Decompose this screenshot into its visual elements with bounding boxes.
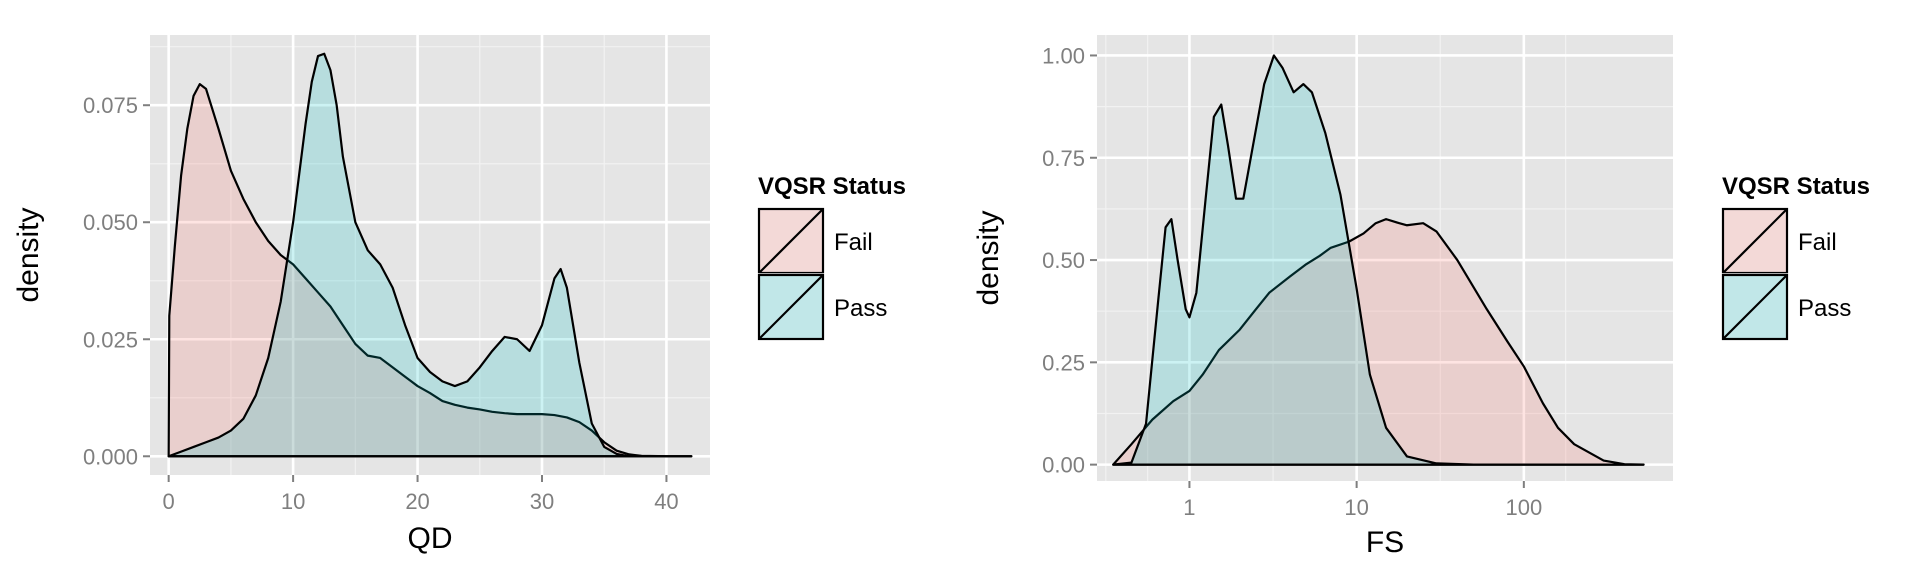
legend-label-fail: Fail	[1798, 229, 1837, 256]
legend-label-fail: Fail	[834, 229, 873, 256]
x-tick-label: 30	[530, 489, 554, 514]
legend: VQSR Status Fail Pass	[1721, 173, 1870, 341]
x-axis-title: FS	[1366, 526, 1404, 559]
density-area-pass	[1112, 54, 1645, 466]
y-tick-label: 1.00	[1042, 43, 1085, 68]
y-tick-label: 0.000	[83, 444, 138, 469]
density-areas	[167, 52, 693, 458]
y-tick-label: 0.00	[1042, 453, 1085, 478]
qd-density-chart: 0 10 20 30 40 0.000 0.025 0.050 0.075 QD density VQ…	[12, 35, 906, 555]
legend-key-pass	[1721, 273, 1789, 341]
legend-key-fail	[1721, 207, 1789, 275]
density-area-fail	[1112, 218, 1645, 466]
density-areas	[1112, 54, 1645, 466]
legend: VQSR Status Fail Pass	[757, 173, 906, 341]
legend-title: VQSR Status	[1722, 173, 1870, 200]
y-tick-label: 0.050	[83, 210, 138, 235]
legend-label-pass: Pass	[834, 295, 887, 322]
y-tick-label: 0.025	[83, 327, 138, 352]
y-tick-label: 0.50	[1042, 248, 1085, 273]
panel-background	[1097, 35, 1673, 481]
x-tick-label: 40	[654, 489, 678, 514]
x-tick-label: 10	[281, 489, 305, 514]
density-area-fail	[167, 83, 693, 458]
x-axis-title: QD	[408, 522, 453, 555]
panel-background	[150, 35, 710, 475]
x-tick-label: 10	[1344, 495, 1368, 520]
x-tick-label: 1	[1183, 495, 1195, 520]
x-tick-label: 20	[405, 489, 429, 514]
y-tick-label: 0.075	[83, 93, 138, 118]
legend-label-pass: Pass	[1798, 295, 1851, 322]
x-tick-label: 0	[163, 489, 175, 514]
x-tick-label: 100	[1505, 495, 1542, 520]
y-tick-label: 0.25	[1042, 350, 1085, 375]
y-axis-title: density	[12, 207, 45, 302]
legend-key-fail	[757, 207, 825, 275]
legend-key-pass	[757, 273, 825, 341]
y-tick-label: 0.75	[1042, 146, 1085, 171]
fs-density-chart: 1 10 100 0.00 0.25 0.50 0.75 1.00 FS density VQSR …	[972, 35, 1870, 559]
density-area-pass	[167, 52, 693, 458]
y-axis-title: density	[972, 210, 1005, 305]
legend-title: VQSR Status	[758, 173, 906, 200]
